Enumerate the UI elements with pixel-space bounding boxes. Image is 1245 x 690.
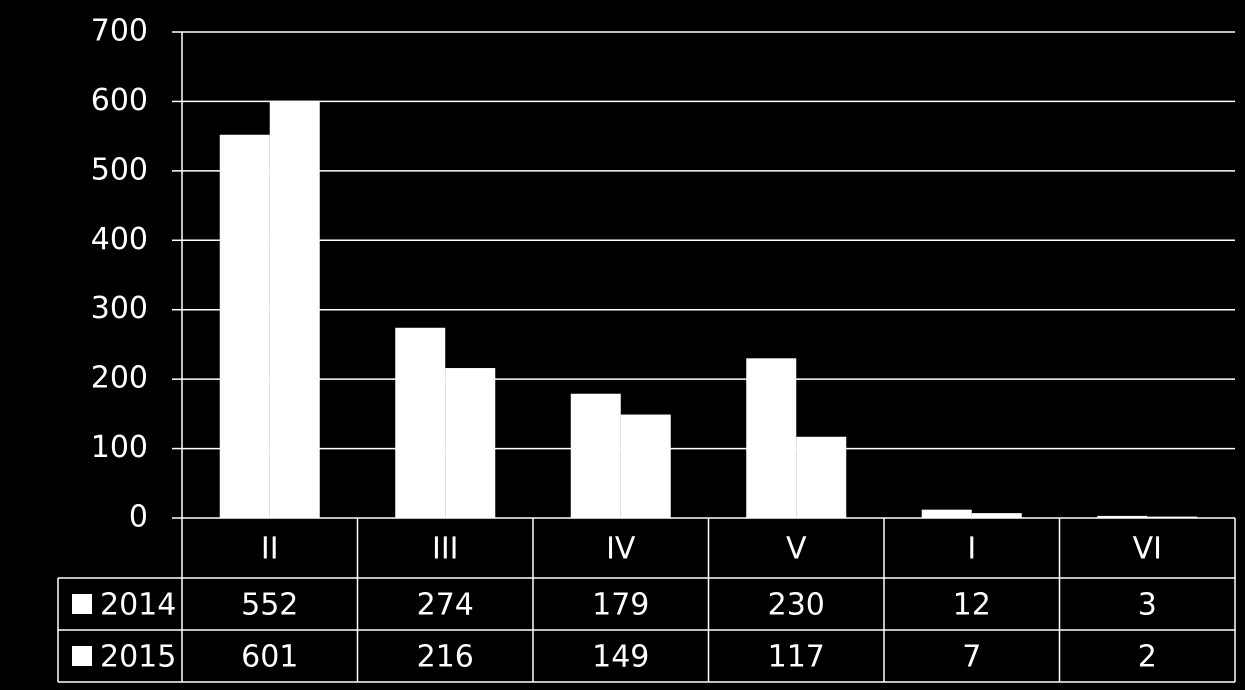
x-tick-label: I [967,532,976,567]
table-value: 552 [241,588,298,623]
table-value: 601 [241,640,298,675]
bar [219,134,270,519]
x-tick-label: II [261,532,279,567]
legend-swatch [72,594,92,614]
legend-label: 2015 [100,640,176,675]
bar [269,100,320,518]
bar [395,327,446,518]
bar [971,513,1022,518]
bar [1097,515,1148,518]
y-tick-label: 500 [91,152,148,187]
y-tick-label: 700 [91,14,148,49]
legend-label: 2014 [100,588,176,623]
table-value: 179 [592,588,649,623]
table-value: 274 [417,588,474,623]
bar [445,368,496,518]
bar [921,509,972,518]
table-value: 12 [953,588,991,623]
bar [620,414,671,518]
x-tick-label: III [432,532,459,567]
table-value: 230 [768,588,825,623]
y-tick-label: 100 [91,430,148,465]
bar [796,436,847,518]
x-tick-label: V [786,532,807,567]
bar [746,358,797,518]
y-tick-label: 300 [91,291,148,326]
legend-swatch [72,646,92,666]
y-tick-label: 400 [91,222,148,257]
bar [1147,516,1198,518]
table-value: 2 [1138,640,1157,675]
table-value: 117 [768,640,825,675]
x-tick-label: IV [606,532,636,567]
table-value: 149 [592,640,649,675]
y-tick-label: 200 [91,361,148,396]
y-tick-label: 600 [91,83,148,118]
table-value: 7 [962,640,981,675]
bar [570,393,621,518]
x-tick-label: VI [1133,532,1162,567]
table-value: 216 [417,640,474,675]
table-value: 3 [1138,588,1157,623]
y-tick-label: 0 [129,500,148,535]
